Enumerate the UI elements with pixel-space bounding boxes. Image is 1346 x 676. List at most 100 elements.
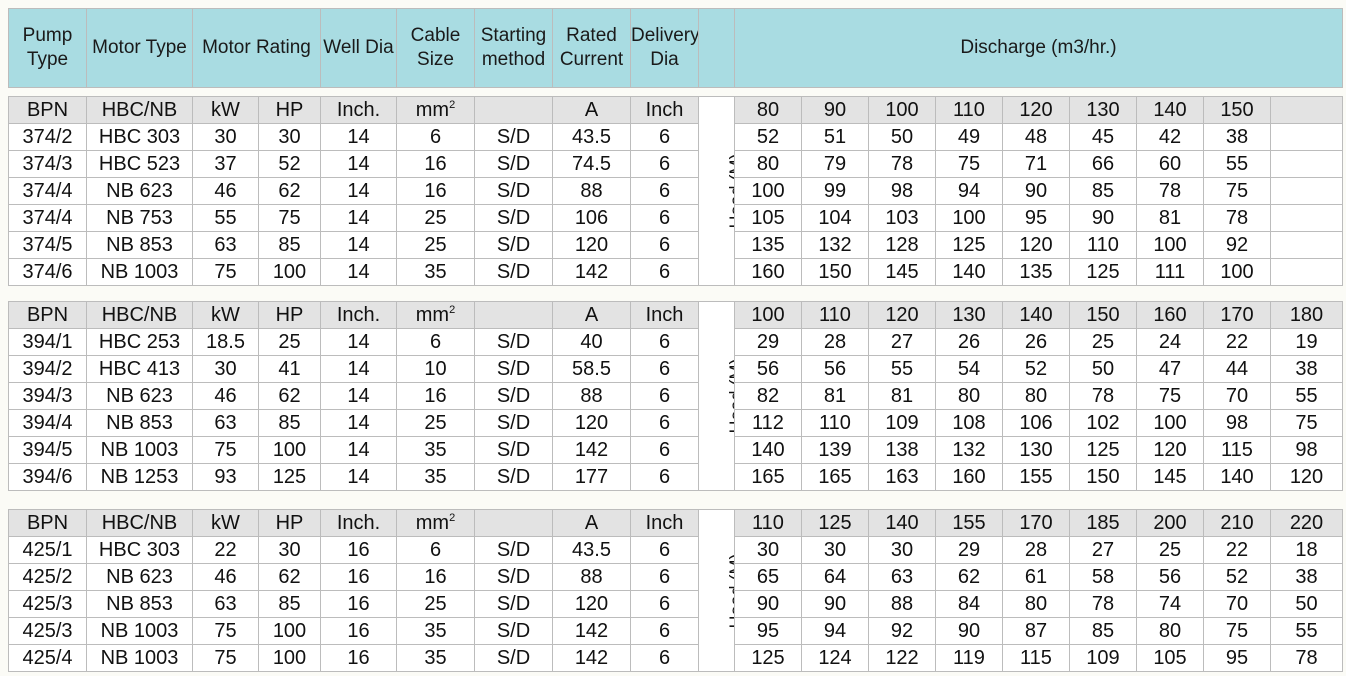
pump-type: 374/2	[8, 123, 87, 151]
unit-mm: mm2	[396, 509, 475, 537]
rated-current: 88	[552, 382, 631, 410]
starting-method: S/D	[474, 382, 553, 410]
head-value	[1270, 177, 1343, 205]
table-row: 425/4 NB 1003 75 100 16 35 S/D 142 6 125 124 122 119…	[8, 644, 1343, 672]
header-spacer	[698, 8, 735, 88]
unit-amp: A	[552, 96, 631, 124]
head-value: 140	[734, 436, 802, 464]
pump-type: 394/4	[8, 409, 87, 437]
table-row: 374/6 NB 1003 75 100 14 35 S/D 142 6 160 150 145 140…	[8, 258, 1343, 286]
motor-type: HBC 413	[86, 355, 193, 383]
pump-type: 394/2	[8, 355, 87, 383]
unit-mm-superscript: 2	[449, 99, 456, 111]
head-value: 109	[1069, 644, 1137, 672]
kw-value: 46	[192, 563, 259, 591]
hp-value: 100	[258, 436, 321, 464]
head-value: 81	[868, 382, 936, 410]
head-value: 139	[801, 436, 869, 464]
head-value: 70	[1203, 382, 1271, 410]
head-value: 132	[935, 436, 1003, 464]
head-value: 81	[1136, 204, 1204, 232]
table-row: 425/2 NB 623 46 62 16 16 S/D 88 6 65 64 63 62 61 58 56 5…	[8, 563, 1343, 591]
head-value: 29	[935, 536, 1003, 564]
head-value: 120	[1270, 463, 1343, 491]
well-dia: 16	[320, 644, 397, 672]
header-delivery-dia: Delivery Dia	[630, 8, 699, 88]
unit-hp: HP	[258, 509, 321, 537]
table-row: 394/4 NB 853 63 85 14 25 S/D 120 6 112 110 109 108 10…	[8, 409, 1343, 437]
motor-type: NB 1003	[86, 617, 193, 645]
head-value: 25	[1136, 536, 1204, 564]
cable-size: 35	[396, 644, 475, 672]
starting-method: S/D	[474, 355, 553, 383]
unit-delivery: Inch	[630, 96, 699, 124]
delivery-dia: 6	[630, 590, 699, 618]
table-row: 374/5 NB 853 63 85 14 25 S/D 120 6 135 132 128 125 12…	[8, 231, 1343, 259]
discharge-value: 170	[1203, 301, 1271, 329]
discharge-value: 110	[734, 509, 802, 537]
head-value: 104	[801, 204, 869, 232]
unit-inch: Inch.	[320, 96, 397, 124]
discharge-value: 160	[1136, 301, 1204, 329]
unit-mm-superscript: 2	[449, 304, 456, 316]
rated-current: 120	[552, 590, 631, 618]
head-value: 87	[1002, 617, 1070, 645]
head-value	[1270, 231, 1343, 259]
well-dia: 14	[320, 436, 397, 464]
unit-kw: kW	[192, 509, 259, 537]
cable-size: 35	[396, 617, 475, 645]
discharge-value: 100	[868, 96, 936, 124]
delivery-dia: 6	[630, 617, 699, 645]
table-row: 374/4 NB 753 55 75 14 25 S/D 106 6 105 104 103 100 95…	[8, 204, 1343, 232]
kw-value: 75	[192, 617, 259, 645]
section-425: BPN HBC/NB kW HP Inch. mm2 A Inch Head (M) 110 125…	[8, 509, 1343, 672]
rated-current: 88	[552, 563, 631, 591]
rated-current: 177	[552, 463, 631, 491]
delivery-dia: 6	[630, 150, 699, 178]
head-value: 64	[801, 563, 869, 591]
starting-method: S/D	[474, 644, 553, 672]
hp-value: 52	[258, 150, 321, 178]
header-starting-method: Starting method	[474, 8, 553, 88]
motor-type: NB 623	[86, 382, 193, 410]
well-dia: 14	[320, 328, 397, 356]
head-value: 63	[868, 563, 936, 591]
starting-method: S/D	[474, 328, 553, 356]
head-value	[1270, 150, 1343, 178]
hp-value: 41	[258, 355, 321, 383]
head-value: 88	[868, 590, 936, 618]
rated-current: 120	[552, 409, 631, 437]
head-value: 28	[1002, 536, 1070, 564]
head-value: 115	[1002, 644, 1070, 672]
well-dia: 14	[320, 204, 397, 232]
head-label-cell: Head (M)	[698, 509, 735, 672]
head-value: 55	[868, 355, 936, 383]
delivery-dia: 6	[630, 231, 699, 259]
head-value: 100	[1136, 409, 1204, 437]
head-value: 85	[1069, 177, 1137, 205]
kw-value: 75	[192, 258, 259, 286]
head-value: 85	[1069, 617, 1137, 645]
discharge-value	[1270, 96, 1343, 124]
discharge-value: 120	[868, 301, 936, 329]
unit-start-blank	[474, 509, 553, 537]
starting-method: S/D	[474, 617, 553, 645]
rated-current: 142	[552, 258, 631, 286]
starting-method: S/D	[474, 409, 553, 437]
head-value: 47	[1136, 355, 1204, 383]
discharge-value: 170	[1002, 509, 1070, 537]
unit-kw: kW	[192, 96, 259, 124]
table-row: 425/3 NB 1003 75 100 16 35 S/D 142 6 95 94 92 90 87 85…	[8, 617, 1343, 645]
table-row: 374/2 HBC 303 30 30 14 6 S/D 43.5 6 52 51 50 49 48 45 4…	[8, 123, 1343, 151]
well-dia: 14	[320, 409, 397, 437]
cable-size: 16	[396, 382, 475, 410]
header-pump-type: Pump Type	[8, 8, 87, 88]
discharge-value: 150	[1203, 96, 1271, 124]
well-dia: 14	[320, 382, 397, 410]
unit-amp: A	[552, 509, 631, 537]
discharge-value: 220	[1270, 509, 1343, 537]
head-value: 49	[935, 123, 1003, 151]
cable-size: 16	[396, 150, 475, 178]
table-row: 394/5 NB 1003 75 100 14 35 S/D 142 6 140 139 138 132…	[8, 436, 1343, 464]
motor-type: NB 753	[86, 204, 193, 232]
